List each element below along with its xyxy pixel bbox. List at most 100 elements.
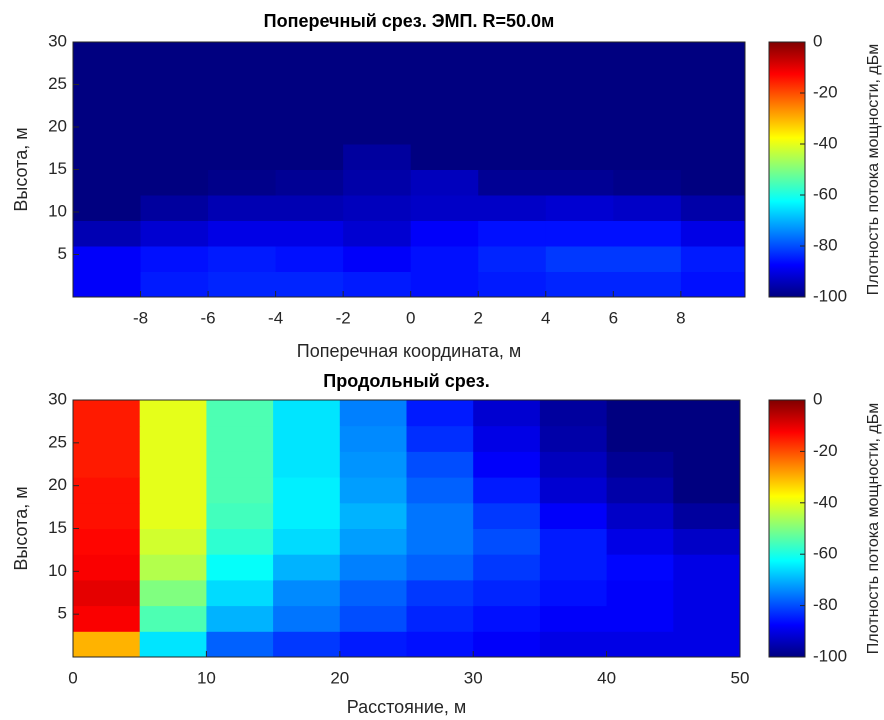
- heatmap-cell: [673, 528, 740, 555]
- heatmap-cell: [613, 220, 682, 247]
- heatmap-cell: [206, 631, 274, 657]
- heatmap-cell: [410, 220, 479, 247]
- heatmap-cell: [73, 67, 142, 94]
- heatmap-cell: [273, 477, 341, 504]
- heatmap-cell: [139, 477, 207, 504]
- heatmap-cell: [410, 93, 479, 119]
- heatmap-cell: [275, 67, 344, 94]
- heatmap-cell: [539, 477, 608, 504]
- heatmap-cell: [208, 246, 277, 272]
- heatmap-cell: [73, 528, 141, 555]
- heatmap-cell: [206, 528, 274, 555]
- heatmap-cell: [273, 528, 341, 555]
- x-tick-label: 4: [541, 308, 550, 327]
- heatmap-cell: [473, 502, 541, 529]
- heatmap-cell: [478, 271, 547, 297]
- heatmap-cell: [73, 42, 142, 68]
- x-axis-label: Расстояние, м: [347, 697, 467, 717]
- heatmap-cell: [208, 169, 277, 196]
- heatmap-cell: [673, 425, 740, 452]
- heatmap-cell: [673, 477, 740, 504]
- heatmap-cell: [206, 605, 274, 632]
- heatmap-cell: [410, 67, 479, 94]
- heatmap-cell: [73, 631, 141, 657]
- heatmap-cell: [473, 400, 541, 427]
- heatmap-cell: [139, 528, 207, 555]
- chart-title: Поперечный срез. ЭМП. R=50.0м: [264, 11, 555, 31]
- heatmap-cell: [139, 400, 207, 427]
- y-tick-label: 5: [58, 244, 67, 263]
- heatmap-cell: [406, 502, 474, 529]
- heatmap-cell: [339, 528, 407, 555]
- heatmap-cell: [73, 195, 142, 221]
- y-tick-label: 25: [48, 74, 67, 93]
- heatmap-cell: [478, 67, 547, 94]
- heatmap-cell: [208, 144, 277, 170]
- x-tick-label: 40: [597, 668, 616, 687]
- colorbar-tick-label: -60: [813, 184, 838, 203]
- heatmap-cell: [680, 42, 745, 68]
- heatmap-cell: [273, 451, 341, 478]
- heatmap-cell: [539, 425, 608, 452]
- x-tick-label: 10: [197, 668, 216, 687]
- x-tick-label: 0: [406, 308, 415, 327]
- heatmap-cell: [606, 502, 674, 529]
- heatmap-cell: [613, 144, 682, 170]
- heatmap-cell: [613, 67, 682, 94]
- heatmap-cell: [140, 169, 209, 196]
- heatmap-cell: [275, 246, 344, 272]
- heatmap-cell: [539, 579, 608, 607]
- heatmap-cell: [478, 246, 547, 272]
- y-axis-label: Высота, м: [11, 127, 31, 211]
- heatmap-cell: [606, 631, 674, 657]
- heatmap-cell: [339, 400, 407, 427]
- y-tick-label: 20: [48, 475, 67, 494]
- x-tick-label: 30: [464, 668, 483, 687]
- heatmap-cell: [680, 246, 745, 272]
- heatmap-cell: [406, 425, 474, 452]
- heatmap-cell: [139, 554, 207, 581]
- heatmap-cell: [478, 118, 547, 145]
- x-tick-label: -8: [133, 308, 148, 327]
- heatmap-cell: [673, 554, 740, 581]
- heatmap-cell: [539, 400, 608, 427]
- heatmap-cell: [139, 579, 207, 607]
- heatmap-cell: [140, 118, 209, 145]
- colorbar: [768, 41, 806, 298]
- heatmap-cell: [473, 554, 541, 581]
- heatmap-cell: [545, 195, 614, 221]
- heatmap-cell: [410, 169, 479, 196]
- heatmap-cell: [473, 528, 541, 555]
- heatmap-cell: [73, 425, 141, 452]
- heatmap-cell: [613, 195, 682, 221]
- heatmap-cell: [680, 220, 745, 247]
- heatmap-cell: [545, 93, 614, 119]
- heatmap-cell: [673, 400, 740, 427]
- heatmap-cell: [275, 42, 344, 68]
- heatmap-cell: [478, 42, 547, 68]
- heatmap-cell: [273, 502, 341, 529]
- y-tick-label: 15: [48, 518, 67, 537]
- heatmap-cell: [539, 631, 608, 657]
- heatmap-cell: [208, 93, 277, 119]
- heatmap-cell: [206, 579, 274, 607]
- heatmap-cell: [406, 528, 474, 555]
- x-tick-label: 8: [676, 308, 685, 327]
- heatmap-cell: [140, 67, 209, 94]
- heatmap-cell: [73, 93, 142, 119]
- heatmap-cell: [206, 425, 274, 452]
- heatmap-cell: [343, 144, 412, 170]
- heatmap-cell: [545, 169, 614, 196]
- heatmap-cell: [140, 144, 209, 170]
- heatmap-cell: [273, 605, 341, 632]
- heatmap-cell: [673, 631, 740, 657]
- heatmap-cell: [139, 451, 207, 478]
- heatmap-cell: [673, 451, 740, 478]
- y-tick-label: 10: [48, 201, 67, 220]
- colorbar-tick-label: -40: [813, 133, 838, 152]
- heatmap-cell: [545, 144, 614, 170]
- heatmap-cell: [539, 554, 608, 581]
- heatmap-cell: [139, 605, 207, 632]
- heatmap-cell: [613, 93, 682, 119]
- heatmap-cell: [406, 605, 474, 632]
